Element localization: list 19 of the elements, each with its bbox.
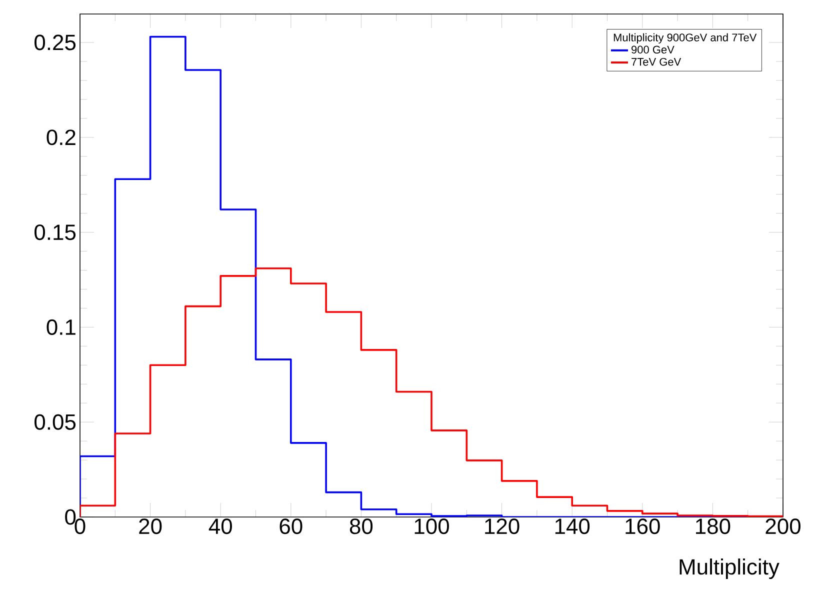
legend-title: Multiplicity 900GeV and 7TeV	[614, 33, 757, 44]
y-tick-label: 0.2	[46, 130, 76, 146]
x-axis-title: Multiplicity	[680, 558, 780, 580]
x-tick-label: 140	[555, 518, 590, 534]
y-tick-label: 0.15	[34, 224, 76, 240]
x-tick-label: 20	[139, 518, 162, 534]
y-tick-label: 0.1	[46, 319, 76, 335]
x-tick-label: 180	[696, 518, 730, 534]
x-tick-label: 120	[485, 518, 520, 534]
y-tick-label: 0.25	[34, 34, 76, 50]
x-tick-label: 80	[350, 518, 373, 534]
x-tick-label: 200	[766, 518, 800, 534]
x-tick-label: 40	[208, 518, 232, 534]
x-tick-label: 160	[626, 518, 660, 534]
x-tick-label: 60	[280, 518, 302, 534]
y-tick-label: 0.05	[34, 414, 76, 430]
legend-label: 7TeV GeV	[632, 58, 682, 66]
legend-label: 900 GeV	[632, 46, 674, 54]
x-tick-label: 100	[414, 518, 449, 534]
